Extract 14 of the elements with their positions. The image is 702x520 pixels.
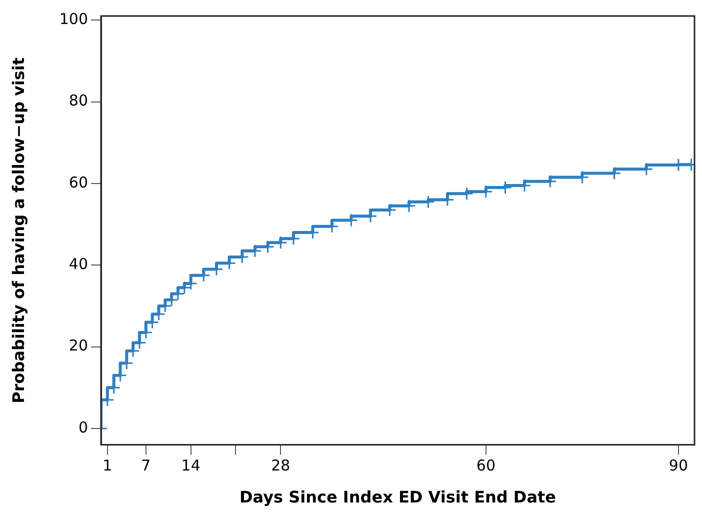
x-tick-label: 60 [476, 456, 496, 475]
y-tick-label: 100 [59, 10, 88, 28]
y-tick-label: 60 [68, 173, 88, 192]
x-tick-label: 28 [271, 456, 290, 475]
x-tick-label: 90 [668, 456, 688, 475]
y-axis-title: Probability of having a follow−up visit [8, 57, 28, 404]
x-tick-label: 1 [102, 456, 112, 475]
x-tick-label: 14 [181, 456, 200, 475]
x-tick-label: 7 [141, 456, 151, 475]
y-tick-label: 80 [68, 92, 88, 110]
y-tick-label: 20 [68, 336, 88, 355]
x-axis-title: Days Since Index ED Visit End Date [240, 488, 556, 507]
y-tick-label: 0 [78, 418, 88, 436]
y-tick-label: 40 [68, 255, 88, 274]
